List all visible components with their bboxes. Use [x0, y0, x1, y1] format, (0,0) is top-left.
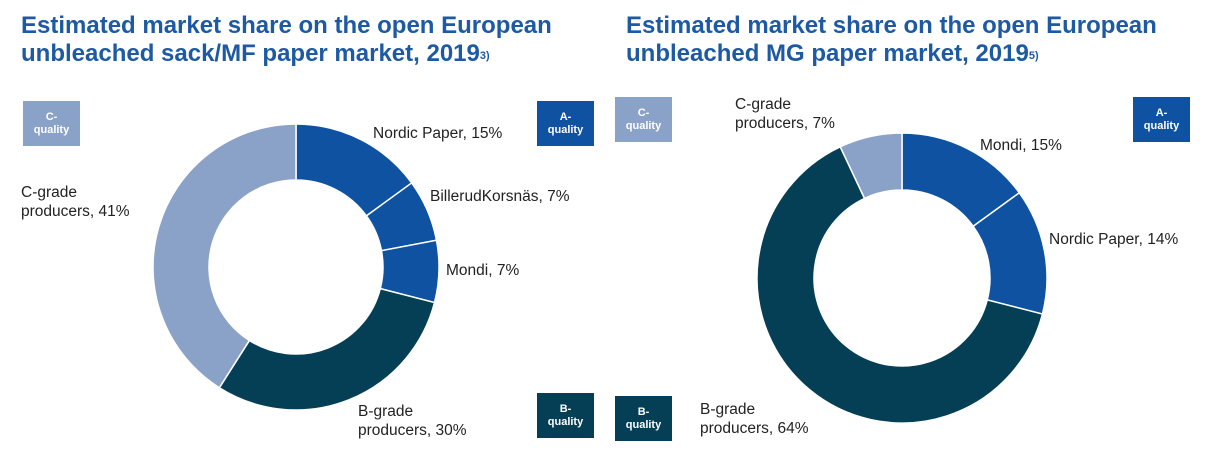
legend-box-a-quality: A-quality: [1133, 97, 1190, 142]
chart-panel-sack-mf: Estimated market share on the open Europ…: [0, 0, 605, 463]
chart-title: Estimated market share on the open Europ…: [626, 12, 1157, 67]
slice-b-grade-producers: [218, 287, 436, 411]
slice-label-nordic-paper: Nordic Paper, 15%: [373, 125, 502, 142]
slice-label-mondi: Mondi, 7%: [446, 262, 519, 279]
slice-label-nordic-paper: Nordic Paper, 14%: [1049, 231, 1178, 248]
donut-chart-mg: Mondi, 15% Nordic Paper, 14% B-grade produc…: [615, 96, 1190, 441]
legend-box-c-quality: C-quality: [23, 101, 80, 146]
svg-text:A-quality: A-quality: [1144, 107, 1180, 132]
slice-c-grade-producers: [839, 132, 903, 200]
slice-label-c-grade-producers: C-grade producers, 41%: [21, 184, 130, 220]
legend-box-b-quality: B-quality: [615, 396, 672, 441]
slice-c-grade-producers: [152, 123, 297, 389]
svg-text:B-quality: B-quality: [548, 403, 584, 428]
svg-text:A-quality: A-quality: [548, 111, 584, 136]
slice-label-b-grade-producers: B-grade producers, 30%: [358, 403, 467, 439]
slice-b-grade-producers: [756, 145, 1044, 424]
legend-box-a-quality: A-quality: [537, 101, 594, 146]
legend-box-b-quality: B-quality: [537, 393, 594, 438]
slice-label-mondi: Mondi, 15%: [980, 137, 1062, 154]
svg-text:C-quality: C-quality: [626, 107, 662, 132]
slice-label-c-grade-producers: C-grade producers, 7%: [735, 96, 835, 132]
svg-text:B-quality: B-quality: [626, 406, 662, 431]
slice-label-b-grade-producers: B-grade producers, 64%: [700, 401, 809, 437]
legend-box-c-quality: C-quality: [615, 97, 672, 142]
svg-text:C-quality: C-quality: [34, 111, 70, 136]
slice-label-billerudkorsn-s: BillerudKorsnäs, 7%: [430, 188, 570, 205]
chart-panel-mg: Estimated market share on the open Europ…: [605, 0, 1210, 463]
chart-title: Estimated market share on the open Europ…: [21, 12, 552, 67]
donut-chart-sack-mf: Nordic Paper, 15% BillerudKorsnäs, 7% Mond…: [21, 101, 594, 439]
